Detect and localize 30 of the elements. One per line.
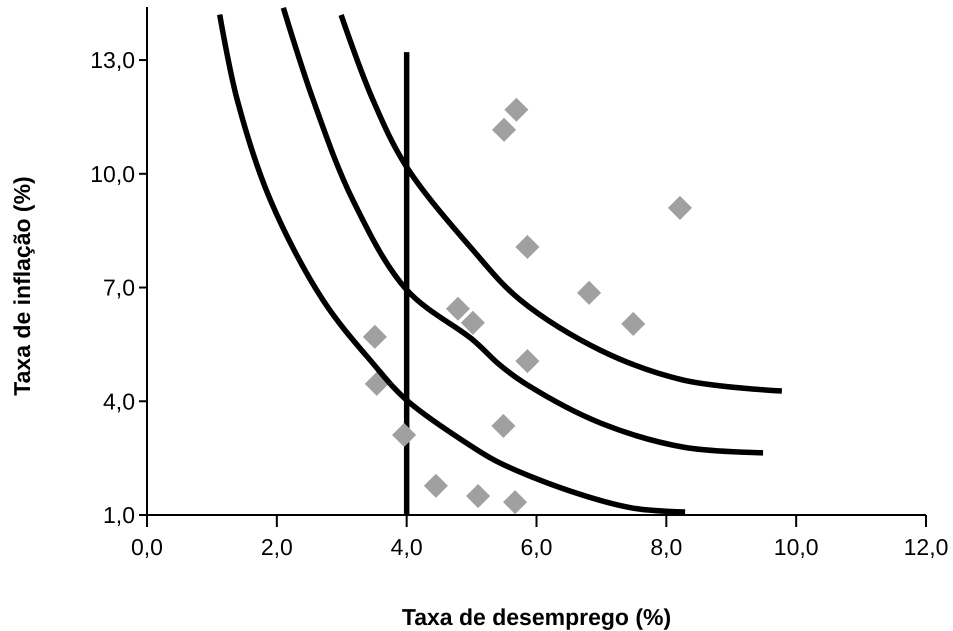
y-tick-label: 10,0 xyxy=(90,160,135,187)
point xyxy=(460,310,485,335)
point xyxy=(466,484,490,508)
x-tick-label: 10,0 xyxy=(774,534,819,560)
y-tick-label: 1,0 xyxy=(103,502,135,528)
point xyxy=(504,98,528,122)
point xyxy=(515,234,540,260)
point xyxy=(668,196,692,220)
point xyxy=(577,280,602,305)
point xyxy=(446,296,470,321)
y-tick-label: 7,0 xyxy=(103,274,135,301)
y-tick-label: 13,0 xyxy=(90,47,135,74)
point xyxy=(492,118,516,142)
x-tick-label: 6,0 xyxy=(520,534,552,560)
x-axis-title: Taxa de desemprego (%) xyxy=(402,604,672,630)
y-tick-label: 4,0 xyxy=(103,388,135,414)
point xyxy=(424,474,448,498)
x-tick-label: 0,0 xyxy=(131,534,163,560)
point xyxy=(364,372,389,396)
point xyxy=(362,324,387,349)
x-tick-label: 4,0 xyxy=(390,534,423,560)
point xyxy=(392,422,416,448)
point xyxy=(515,349,540,374)
point xyxy=(491,414,516,438)
y-axis-title: Taxa de inflação (%) xyxy=(9,176,35,396)
point xyxy=(503,490,528,514)
x-tick-label: 8,0 xyxy=(650,534,682,560)
x-tick-label: 12,0 xyxy=(904,534,948,560)
point xyxy=(621,312,646,336)
x-tick-label: 2,0 xyxy=(260,534,293,560)
